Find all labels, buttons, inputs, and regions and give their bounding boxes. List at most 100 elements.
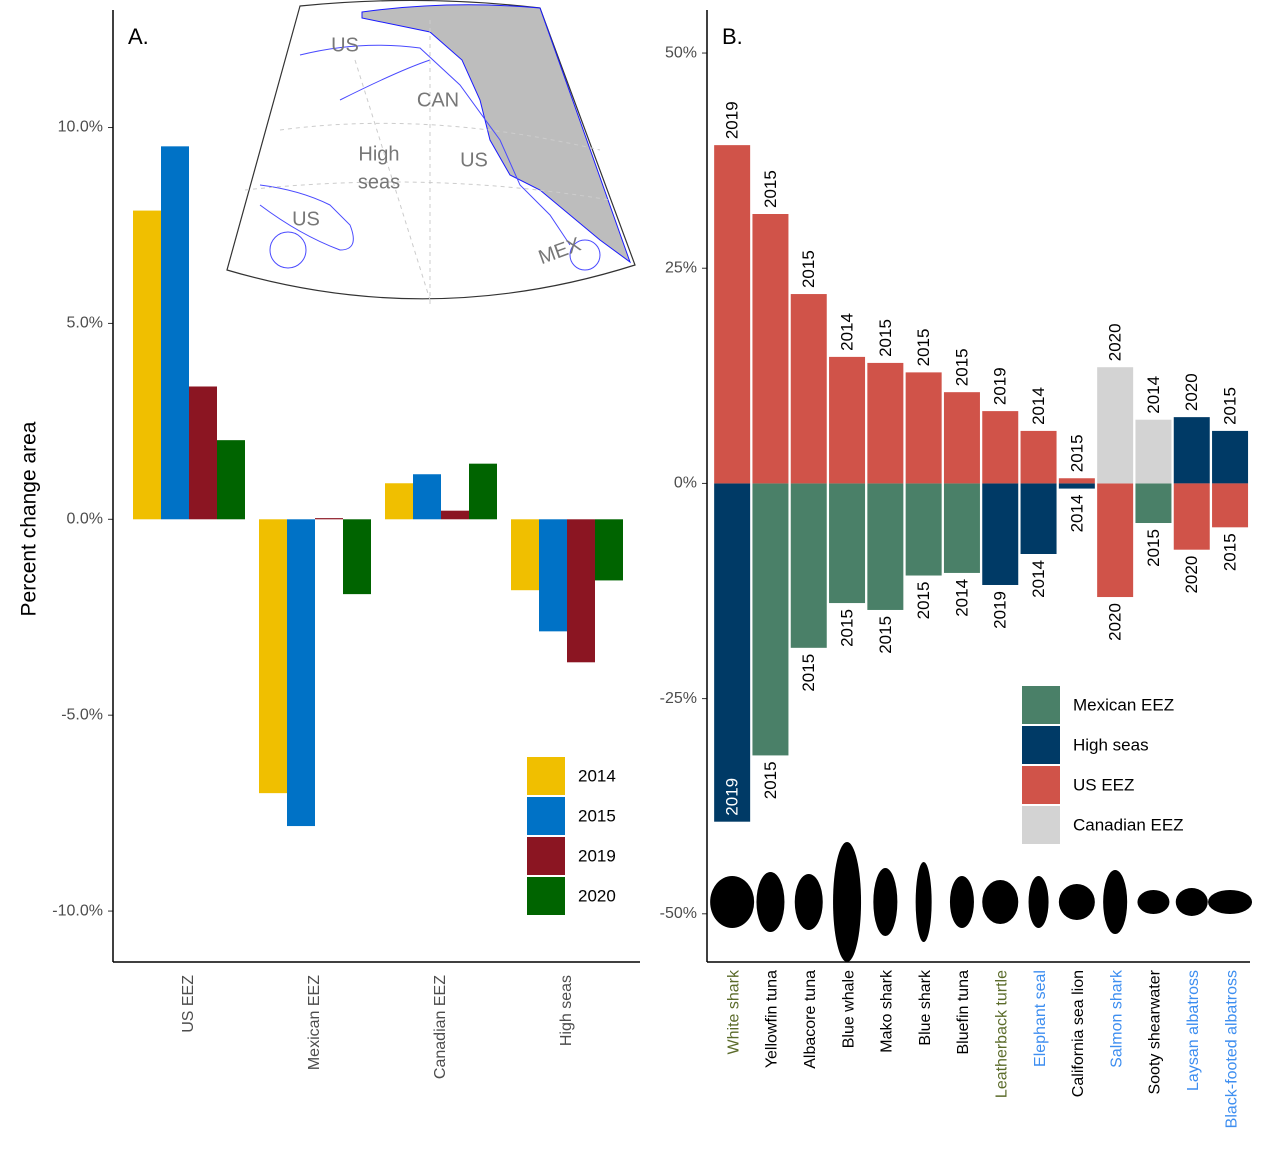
y-tick-label: -10.0% [52, 902, 103, 919]
map-label: seas [358, 171, 400, 193]
panel-label: B. [722, 24, 743, 49]
silhouette [1176, 888, 1208, 916]
y-tick-label: -50% [660, 905, 697, 922]
year-label: 2015 [876, 319, 895, 357]
silhouette [1137, 890, 1169, 914]
bar [906, 483, 942, 575]
year-label: 2019 [991, 367, 1010, 405]
panel-label: A. [128, 24, 149, 49]
legend-swatch [527, 877, 565, 915]
year-label: 2019 [723, 101, 742, 139]
bar [982, 483, 1018, 585]
legend-label: 2019 [578, 846, 616, 865]
y-tick-label: 25% [665, 259, 697, 276]
year-label: 2015 [1221, 533, 1240, 571]
bar [511, 519, 539, 590]
bar [1059, 483, 1095, 488]
legend-swatch [527, 757, 565, 795]
bar [259, 519, 287, 793]
silhouette [1208, 890, 1252, 914]
bar [1059, 478, 1095, 483]
bar [315, 518, 343, 519]
map-label: High [358, 143, 399, 165]
bar [1212, 431, 1248, 484]
legend-label: US EEZ [1073, 775, 1134, 794]
bar [791, 294, 827, 483]
x-tick-label: Albacore tuna [802, 970, 819, 1069]
x-tick-label: California sea lion [1070, 970, 1087, 1097]
x-tick-label: Sooty shearwater [1147, 969, 1164, 1094]
legend-label: 2014 [578, 766, 616, 785]
legend-label: Mexican EEZ [1073, 695, 1174, 714]
bar [161, 146, 189, 519]
year-label: 2015 [914, 329, 933, 367]
x-tick-label: Black-footed albatross [1223, 970, 1240, 1128]
legend-swatch [1022, 686, 1060, 724]
bar [567, 519, 595, 662]
page: USCANHighseasUSUSMEX10.0%5.0%0.0%-5.0%-1… [0, 0, 1276, 1169]
bar [752, 214, 788, 483]
y-tick-label: 0.0% [67, 511, 103, 528]
bar [714, 145, 750, 483]
figure: USCANHighseasUSUSMEX10.0%5.0%0.0%-5.0%-1… [0, 0, 1276, 1169]
bar [906, 372, 942, 483]
bar [867, 363, 903, 484]
bar [469, 464, 497, 520]
year-label: 2020 [1106, 323, 1125, 361]
year-label: 2015 [838, 609, 857, 647]
silhouette [1103, 870, 1127, 934]
bar [1135, 483, 1171, 523]
bar [595, 519, 623, 580]
year-label: 2020 [1106, 603, 1125, 641]
bar [413, 474, 441, 519]
legend-label: 2020 [578, 886, 616, 905]
year-label: 2014 [952, 579, 971, 617]
year-label: 2015 [761, 170, 780, 208]
year-label: 2015 [1221, 387, 1240, 425]
bar [982, 411, 1018, 483]
bar [385, 483, 413, 519]
year-label: 2015 [876, 616, 895, 654]
x-tick-label: High seas [558, 975, 575, 1046]
bar [1097, 367, 1133, 483]
x-tick-label: Yellowfin tuna [764, 970, 781, 1068]
x-tick-label: Canadian EEZ [432, 975, 449, 1079]
year-label: 2015 [1067, 434, 1086, 472]
bar [1174, 483, 1210, 549]
y-tick-label: 5.0% [67, 315, 103, 332]
x-tick-label: Blue shark [917, 969, 934, 1046]
bar [189, 386, 217, 519]
year-label: 2020 [1182, 556, 1201, 594]
silhouette [1059, 884, 1095, 920]
map-label: US [292, 208, 320, 230]
year-label: 2015 [799, 250, 818, 288]
y-tick-label: -25% [660, 690, 697, 707]
legend-label: Canadian EEZ [1073, 815, 1184, 834]
year-label: 2014 [1144, 376, 1163, 414]
bar [944, 483, 980, 573]
bar [133, 211, 161, 520]
bar [1212, 483, 1248, 527]
x-tick-label: Elephant seal [1032, 970, 1049, 1067]
x-tick-label: White shark [725, 969, 742, 1054]
x-tick-label: Salmon shark [1108, 969, 1125, 1068]
bar [539, 519, 567, 631]
year-label: 2014 [1029, 560, 1048, 598]
year-label: 2014 [838, 313, 857, 351]
bar [217, 440, 245, 519]
silhouette [916, 862, 932, 942]
bar [441, 511, 469, 520]
year-label: 2014 [1067, 495, 1086, 533]
x-tick-label: Bluefin tuna [955, 970, 972, 1055]
map-label: US [460, 149, 488, 171]
bar [343, 519, 371, 594]
year-label: 2019 [723, 778, 742, 816]
legend-swatch [1022, 726, 1060, 764]
legend-swatch [527, 797, 565, 835]
silhouette [982, 880, 1018, 924]
silhouette [833, 842, 861, 962]
bar [714, 483, 750, 821]
bar [944, 392, 980, 483]
bar [1097, 483, 1133, 597]
bar [1135, 420, 1171, 484]
